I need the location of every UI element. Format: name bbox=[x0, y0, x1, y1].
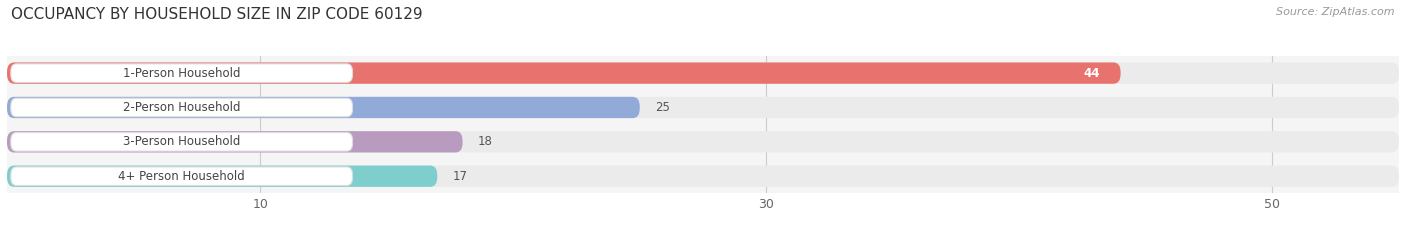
FancyBboxPatch shape bbox=[11, 133, 353, 151]
FancyBboxPatch shape bbox=[7, 131, 463, 152]
FancyBboxPatch shape bbox=[11, 64, 353, 82]
FancyBboxPatch shape bbox=[7, 62, 1121, 84]
Text: 3-Person Household: 3-Person Household bbox=[122, 135, 240, 148]
Text: 17: 17 bbox=[453, 170, 467, 183]
FancyBboxPatch shape bbox=[11, 98, 353, 117]
FancyBboxPatch shape bbox=[7, 166, 1399, 187]
Text: 25: 25 bbox=[655, 101, 669, 114]
FancyBboxPatch shape bbox=[7, 166, 437, 187]
Text: 4+ Person Household: 4+ Person Household bbox=[118, 170, 245, 183]
Text: 44: 44 bbox=[1084, 67, 1101, 80]
Text: 2-Person Household: 2-Person Household bbox=[122, 101, 240, 114]
FancyBboxPatch shape bbox=[11, 167, 353, 185]
FancyBboxPatch shape bbox=[7, 62, 1399, 84]
Text: 18: 18 bbox=[478, 135, 492, 148]
FancyBboxPatch shape bbox=[7, 97, 640, 118]
Text: 1-Person Household: 1-Person Household bbox=[122, 67, 240, 80]
Text: OCCUPANCY BY HOUSEHOLD SIZE IN ZIP CODE 60129: OCCUPANCY BY HOUSEHOLD SIZE IN ZIP CODE … bbox=[11, 7, 423, 22]
FancyBboxPatch shape bbox=[7, 97, 1399, 118]
Text: Source: ZipAtlas.com: Source: ZipAtlas.com bbox=[1277, 7, 1395, 17]
FancyBboxPatch shape bbox=[7, 131, 1399, 152]
